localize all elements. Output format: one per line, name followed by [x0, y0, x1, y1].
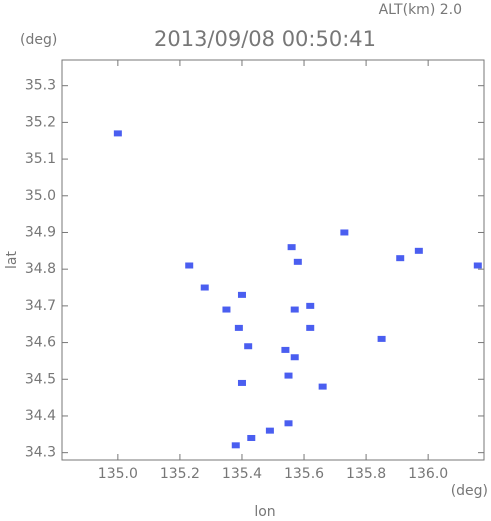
x-axis-label: lon [254, 504, 275, 520]
echo-point [318, 383, 327, 390]
x-tick-label: 135.6 [284, 466, 324, 482]
y-tick-label: 34.3 [25, 445, 56, 461]
echo-point [244, 343, 253, 350]
echo-point [237, 291, 246, 298]
x-tick-label: 135.2 [160, 466, 200, 482]
echo-point [284, 420, 293, 427]
echo-point [247, 434, 256, 441]
y-tick-label: 34.8 [25, 261, 56, 277]
x-tick-label: 135.0 [98, 466, 138, 482]
plot-frame [61, 59, 485, 461]
echo-point [377, 335, 386, 342]
echo-point [306, 324, 315, 331]
echo-point [281, 346, 290, 353]
echo-point [237, 379, 246, 386]
echo-point [222, 306, 231, 313]
y-unit: (deg) [20, 32, 57, 48]
y-tick-label: 34.5 [25, 371, 56, 387]
y-axis-label: lat [4, 251, 20, 269]
echo-point [231, 442, 240, 449]
echo-point [185, 262, 194, 269]
echo-point [414, 247, 423, 254]
y-tick-label: 35.2 [25, 114, 56, 130]
echo-point [293, 258, 302, 265]
y-tick-label: 34.7 [25, 298, 56, 314]
y-tick-label: 34.6 [25, 335, 56, 351]
y-tick-label: 35.3 [25, 78, 56, 94]
y-tick-label: 34.4 [25, 408, 56, 424]
echo-point [306, 302, 315, 309]
x-tick-label: 136.0 [408, 466, 448, 482]
y-tick-label: 34.9 [25, 224, 56, 240]
echo-point [287, 244, 296, 251]
echo-point [396, 255, 405, 262]
echo-point [113, 130, 122, 137]
x-tick-label: 135.4 [222, 466, 262, 482]
echo-point [234, 324, 243, 331]
x-tick-label: 135.8 [346, 466, 386, 482]
y-tick-label: 35.0 [25, 188, 56, 204]
echo-point [200, 284, 209, 291]
y-tick-label: 35.1 [25, 151, 56, 167]
chart-title: 2013/09/08 00:50:41 [154, 27, 376, 51]
x-unit: (deg) [451, 483, 488, 499]
echo-point [473, 262, 482, 269]
echo-point [290, 354, 299, 361]
echo-point [290, 306, 299, 313]
altitude-annotation: ALT(km) 2.0 [379, 2, 462, 18]
echo-point [265, 427, 274, 434]
echo-point [284, 372, 293, 379]
echo-point [340, 229, 349, 236]
